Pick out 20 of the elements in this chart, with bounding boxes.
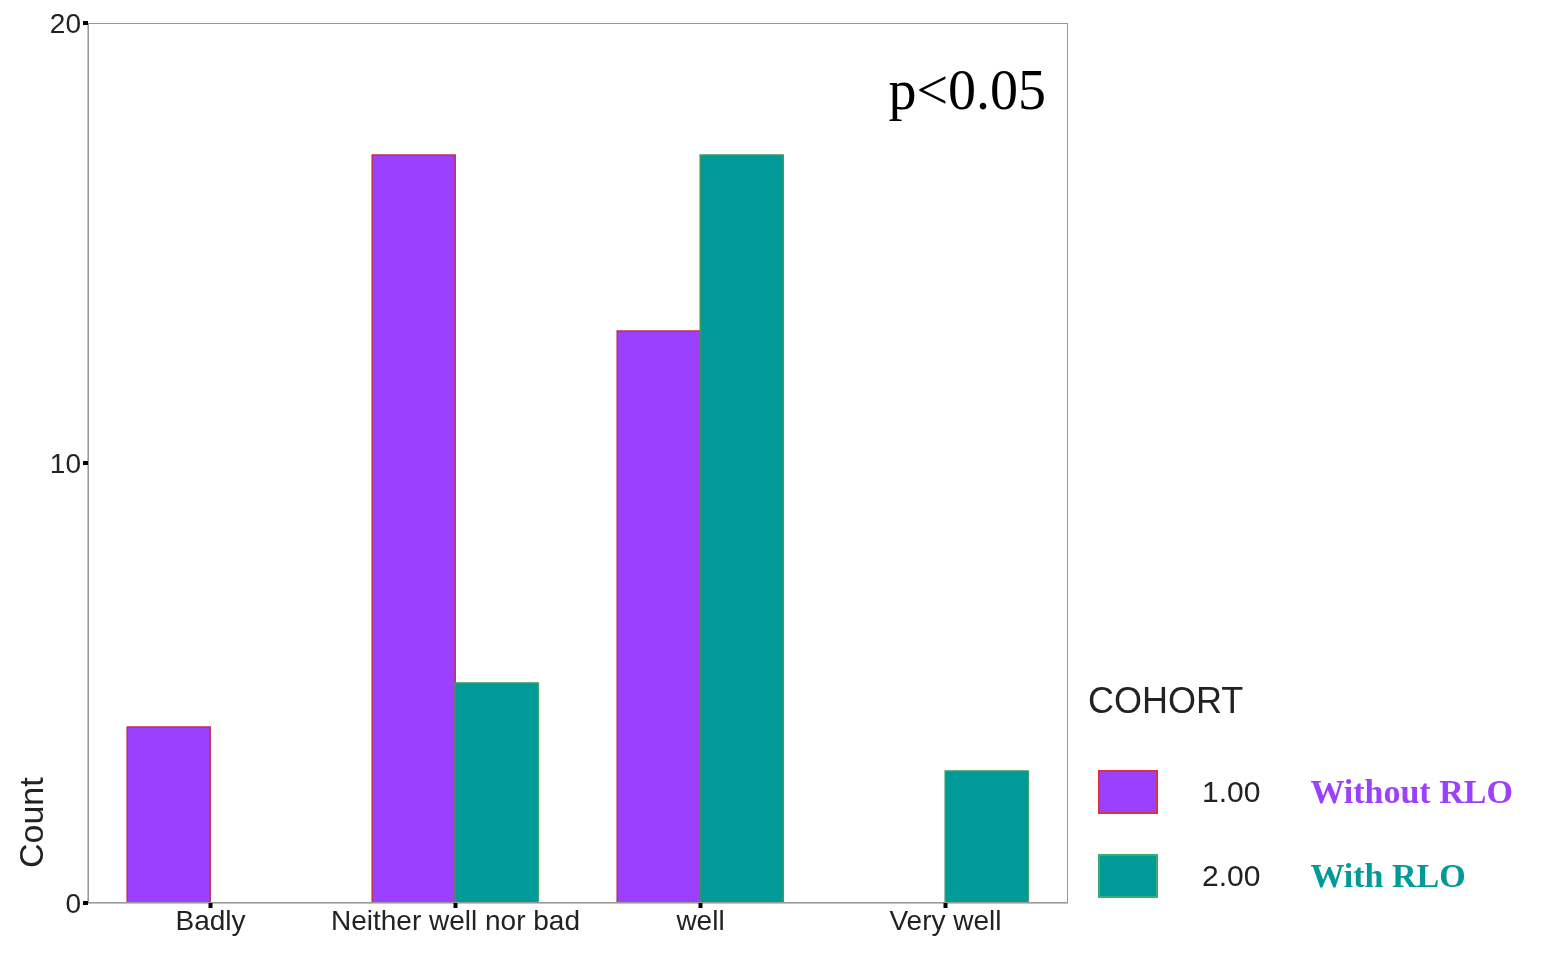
y-tick-label: 0 (65, 887, 81, 919)
annotation: p<0.05 (888, 58, 1046, 122)
legend-label: 2.00 (1202, 859, 1261, 893)
x-tick-label: Badly (175, 904, 246, 936)
y-axis-title: Count (12, 776, 50, 868)
text: With RLO (1310, 857, 1466, 895)
legend-label: 1.00 (1202, 775, 1261, 809)
x-tick-label: well (675, 904, 725, 936)
y-tick-label: 20 (49, 7, 81, 39)
bar (126, 726, 211, 903)
legend-title: COHORT (1088, 680, 1245, 722)
bar (616, 330, 701, 903)
bar (944, 770, 1029, 903)
bar (371, 154, 456, 903)
x-tick-label: Very well (889, 904, 1002, 936)
bar (699, 154, 784, 903)
bar (454, 682, 539, 903)
x-tick-label: Neither well nor bad (330, 904, 581, 936)
text: Without RLO (1310, 773, 1513, 811)
y-tick-label: 10 (49, 447, 81, 479)
